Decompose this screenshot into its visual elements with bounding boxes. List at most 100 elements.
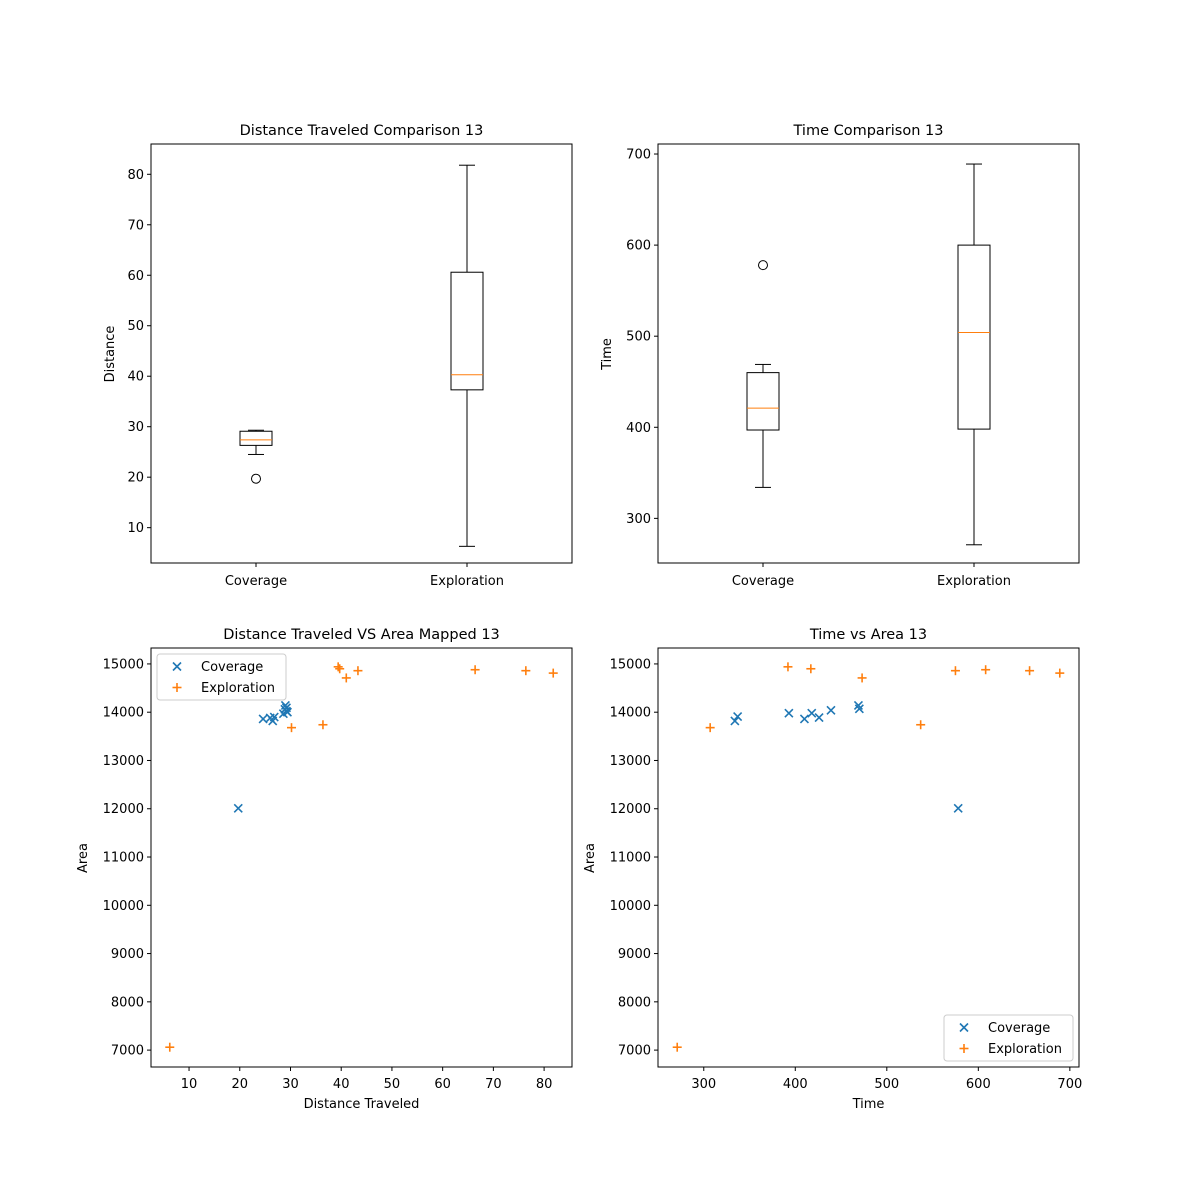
box-coverage [239,429,273,484]
y-tick-label: 15000 [103,657,144,672]
legend: Coverage Exploration [156,653,287,701]
y-tick-label: 9000 [111,947,144,962]
iqr-box [746,372,780,431]
data-point [807,708,817,718]
y-tick-label: 500 [626,330,651,345]
x-stroke [807,708,817,718]
plot-frame [150,143,573,564]
data-point [333,662,343,672]
x-tick-label: 300 [691,1077,716,1092]
box-coverage [746,260,780,488]
data-point [672,1042,682,1052]
x-stroke [733,711,743,722]
data-point [165,1042,175,1052]
y-axis-label: Area [583,843,598,873]
chart-title: Distance Traveled Comparison 13 [240,123,484,139]
y-tick-label: 300 [626,512,651,527]
plot-frame [657,143,1080,564]
series-exploration [672,662,1065,1052]
x-tick-label: 60 [434,1077,451,1092]
data-point [981,665,991,675]
y-tick-label: 12000 [610,802,651,817]
x-tick-label: 80 [536,1077,553,1092]
data-point [916,720,926,730]
x-stroke [799,714,810,724]
legend-label-coverage: Coverage [988,1021,1050,1036]
outlier-point [758,260,768,271]
legend-marker-exploration [172,683,182,692]
y-tick-label: 13000 [103,754,144,769]
iqr-box [957,244,991,430]
x-tick-label: 70 [485,1077,502,1092]
y-tick-label: 11000 [610,851,651,866]
legend-marker-exploration [959,1044,969,1053]
y-axis-label: Area [76,843,91,873]
x-tick-label: 30 [282,1077,299,1092]
panel-time-comparison: Time Comparison 13 Time Coverage Explora… [600,123,1080,589]
plot-frame [150,647,573,1068]
data-point [269,712,279,722]
series-coverage [730,700,963,813]
x-axis-label: Time [852,1097,885,1112]
y-tick-label: 400 [626,421,651,436]
y-tick-label: 9000 [618,947,651,962]
data-point [854,704,864,714]
y-tick-label: 7000 [111,1044,144,1059]
x-stroke [281,703,291,713]
data-point [353,666,363,676]
x-stroke [814,712,824,723]
y-tick-label: 50 [127,319,144,334]
y-tick-label: 8000 [111,995,144,1010]
box-exploration [957,163,991,546]
x-stroke [258,714,268,724]
x-stroke [784,708,794,718]
legend-frame [943,1014,1074,1062]
data-point [783,662,793,672]
data-point [784,708,794,718]
x-tick-label: 10 [181,1077,198,1092]
y-tick-label: 14000 [610,706,651,721]
x-stroke [233,803,243,813]
data-point [950,666,960,676]
y-tick-label: 10000 [103,899,144,914]
data-point [806,664,816,674]
x-stroke [269,712,279,722]
panel-distance-comparison: Distance Traveled Comparison 13 Distance… [103,123,573,589]
x-axis-label: Distance Traveled [304,1097,420,1112]
y-axis-label: Distance [103,326,118,383]
y-axis-label: Time [600,338,615,371]
data-point [1025,666,1035,676]
panel-distance-vs-area: Distance Traveled VS Area Mapped 13 Area… [76,627,573,1112]
x-stroke [953,803,963,813]
x-stroke [826,705,836,715]
data-point [281,703,291,713]
x-stroke [730,716,740,726]
iqr-box [450,271,484,391]
plot-frame [657,647,1080,1068]
legend: Coverage Exploration [943,1014,1074,1062]
y-tick-label: 8000 [618,995,651,1010]
series-exploration [165,662,558,1052]
data-point [233,803,243,813]
x-tick-label: Exploration [430,574,504,589]
x-tick-label: Exploration [937,574,1011,589]
y-tick-label: 80 [127,168,144,183]
y-tick-label: 12000 [103,802,144,817]
chart-title: Time vs Area 13 [809,627,927,643]
y-tick-label: 10 [127,521,144,536]
y-tick-label: 20 [127,471,144,486]
y-tick-label: 60 [127,269,144,284]
series-coverage [233,700,293,813]
outlier-point [251,473,261,484]
x-tick-label: 40 [333,1077,350,1092]
y-tick-label: 70 [127,218,144,233]
data-point [730,716,740,726]
data-point [705,723,715,733]
chart-title: Time Comparison 13 [793,123,944,139]
data-point [548,668,558,678]
data-point [826,705,836,715]
y-tick-label: 13000 [610,754,651,769]
iqr-box [239,430,273,446]
x-stroke [854,704,864,714]
x-tick-label: 20 [231,1077,248,1092]
